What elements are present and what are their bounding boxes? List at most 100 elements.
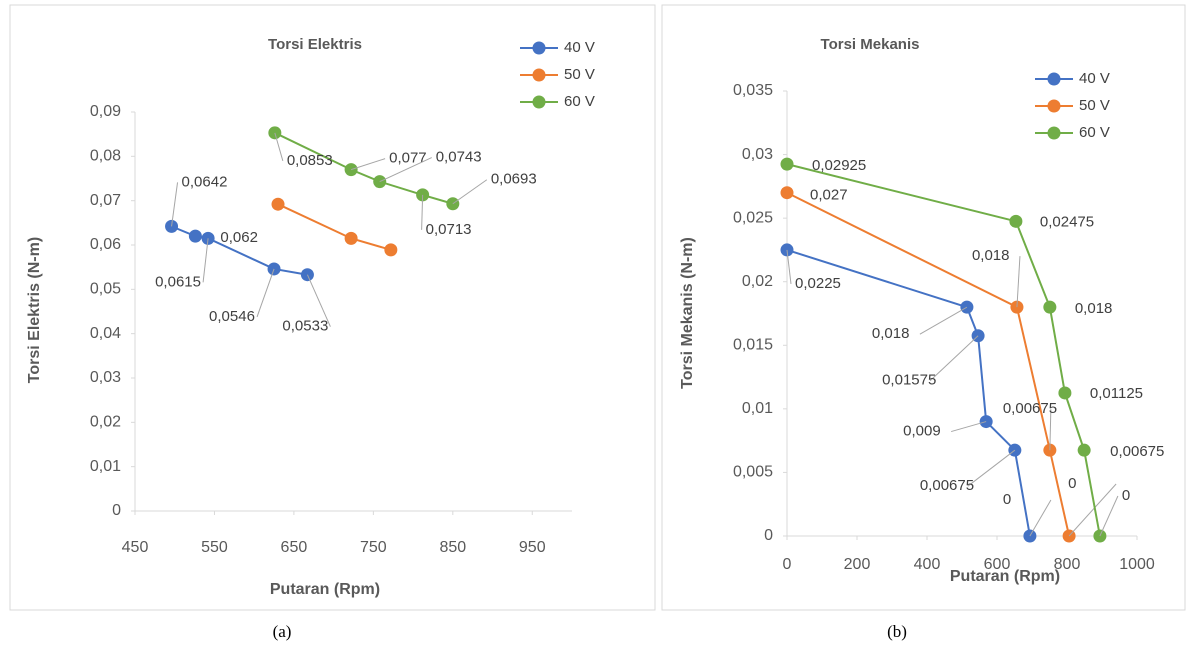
data-label: 0,0533 bbox=[282, 318, 328, 335]
caption: (a) bbox=[273, 622, 292, 641]
data-label: 0,077 bbox=[389, 150, 427, 167]
leader-line bbox=[274, 132, 284, 161]
data-label: 0,00675 bbox=[1003, 400, 1057, 417]
legend-label: 50 V bbox=[564, 66, 595, 83]
data-point bbox=[1043, 300, 1057, 314]
legend-label: 50 V bbox=[1079, 97, 1110, 114]
data-label: 0,00675 bbox=[920, 477, 974, 494]
y-tick-label: 0,06 bbox=[90, 236, 121, 253]
data-label: 0,02925 bbox=[812, 157, 866, 174]
data-point bbox=[271, 197, 285, 211]
data-label: 0,027 bbox=[810, 187, 848, 204]
data-point bbox=[384, 243, 398, 257]
legend-label: 40 V bbox=[1079, 70, 1110, 87]
legend-label: 40 V bbox=[564, 39, 595, 56]
legend-marker bbox=[1047, 99, 1061, 113]
x-tick-label: 400 bbox=[914, 556, 941, 573]
y-tick-label: 0,015 bbox=[733, 337, 773, 354]
data-label: 0,00675 bbox=[1110, 443, 1164, 460]
y-tick-label: 0,02 bbox=[742, 273, 773, 290]
data-label: 0 bbox=[1122, 487, 1130, 504]
leader-line bbox=[379, 157, 432, 183]
x-tick-label: 850 bbox=[439, 539, 466, 556]
legend-marker bbox=[532, 68, 546, 82]
chart-title: Torsi Elektris bbox=[268, 36, 362, 53]
data-point bbox=[780, 186, 794, 200]
leader-line bbox=[1016, 256, 1021, 308]
y-tick-label: 0,01 bbox=[742, 400, 773, 417]
x-tick-label: 450 bbox=[122, 539, 149, 556]
y-axis-title: Torsi Mekanis (N-m) bbox=[679, 237, 696, 389]
leader-line bbox=[171, 182, 179, 227]
data-label: 0,01125 bbox=[1090, 385, 1143, 402]
leader-line bbox=[256, 268, 275, 318]
legend-label: 60 V bbox=[564, 93, 595, 110]
legend-marker bbox=[532, 95, 546, 109]
chart-frame bbox=[9, 4, 656, 611]
data-point bbox=[1058, 386, 1072, 400]
legend-label: 60 V bbox=[1079, 124, 1110, 141]
leader-line bbox=[951, 421, 987, 433]
y-tick-label: 0,03 bbox=[90, 369, 121, 386]
leader-line bbox=[1049, 409, 1052, 451]
data-label: 0,0743 bbox=[436, 149, 482, 166]
data-label: 0,0642 bbox=[182, 173, 228, 190]
x-tick-label: 800 bbox=[1054, 556, 1081, 573]
data-label: 0 bbox=[1003, 491, 1011, 508]
leader-line bbox=[350, 158, 386, 171]
data-label: 0,0225 bbox=[795, 275, 841, 292]
leader-line bbox=[967, 449, 1016, 487]
data-point bbox=[1077, 443, 1091, 457]
leader-line bbox=[1068, 483, 1117, 537]
y-tick-label: 0 bbox=[764, 527, 773, 544]
data-point bbox=[344, 231, 358, 245]
data-point bbox=[780, 157, 794, 171]
y-tick-label: 0,035 bbox=[733, 82, 773, 99]
series-line bbox=[786, 163, 1101, 537]
data-label: 0,018 bbox=[972, 247, 1010, 264]
y-tick-label: 0,09 bbox=[90, 103, 121, 120]
y-tick-label: 0,025 bbox=[733, 209, 773, 226]
y-tick-label: 0,05 bbox=[90, 281, 121, 298]
leader-line bbox=[452, 179, 488, 205]
data-label: 0,0615 bbox=[155, 273, 201, 290]
x-tick-label: 600 bbox=[984, 556, 1011, 573]
y-tick-label: 0,02 bbox=[90, 414, 121, 431]
data-label: 0,009 bbox=[903, 423, 941, 440]
data-label: 0,0546 bbox=[209, 308, 255, 325]
caption: (b) bbox=[887, 622, 907, 641]
x-axis-title: Putaran (Rpm) bbox=[270, 581, 380, 598]
x-tick-label: 1000 bbox=[1119, 556, 1155, 573]
data-label: 0,02475 bbox=[1040, 213, 1094, 230]
data-label: 0,062 bbox=[220, 229, 258, 246]
x-tick-label: 200 bbox=[844, 556, 871, 573]
leader-line bbox=[786, 249, 792, 284]
y-tick-label: 0,07 bbox=[90, 192, 121, 209]
leader-line bbox=[306, 274, 331, 327]
y-tick-label: 0,03 bbox=[742, 146, 773, 163]
chart-title: Torsi Mekanis bbox=[821, 36, 920, 53]
x-axis-title: Putaran (Rpm) bbox=[950, 568, 1060, 585]
data-label: 0,0713 bbox=[426, 221, 472, 238]
y-tick-label: 0,01 bbox=[90, 458, 121, 475]
leader-line bbox=[929, 335, 979, 382]
data-label: 0,018 bbox=[872, 325, 910, 342]
leader-line bbox=[202, 238, 209, 283]
x-tick-label: 550 bbox=[201, 539, 228, 556]
data-point bbox=[188, 229, 202, 243]
y-axis-title: Torsi Elektris (N-m) bbox=[26, 237, 43, 383]
leader-line bbox=[1029, 499, 1052, 537]
data-label: 0,0693 bbox=[491, 171, 537, 188]
leader-line bbox=[1099, 495, 1119, 537]
data-point bbox=[1009, 214, 1023, 228]
legend-marker bbox=[1047, 126, 1061, 140]
leader-line bbox=[421, 194, 424, 230]
series-line bbox=[786, 248, 1031, 537]
x-tick-label: 0 bbox=[783, 556, 792, 573]
legend-marker bbox=[532, 41, 546, 55]
chart-frame bbox=[661, 4, 1186, 611]
y-tick-label: 0,08 bbox=[90, 148, 121, 165]
data-label: 0,01575 bbox=[882, 372, 936, 389]
y-tick-label: 0,04 bbox=[90, 325, 121, 342]
